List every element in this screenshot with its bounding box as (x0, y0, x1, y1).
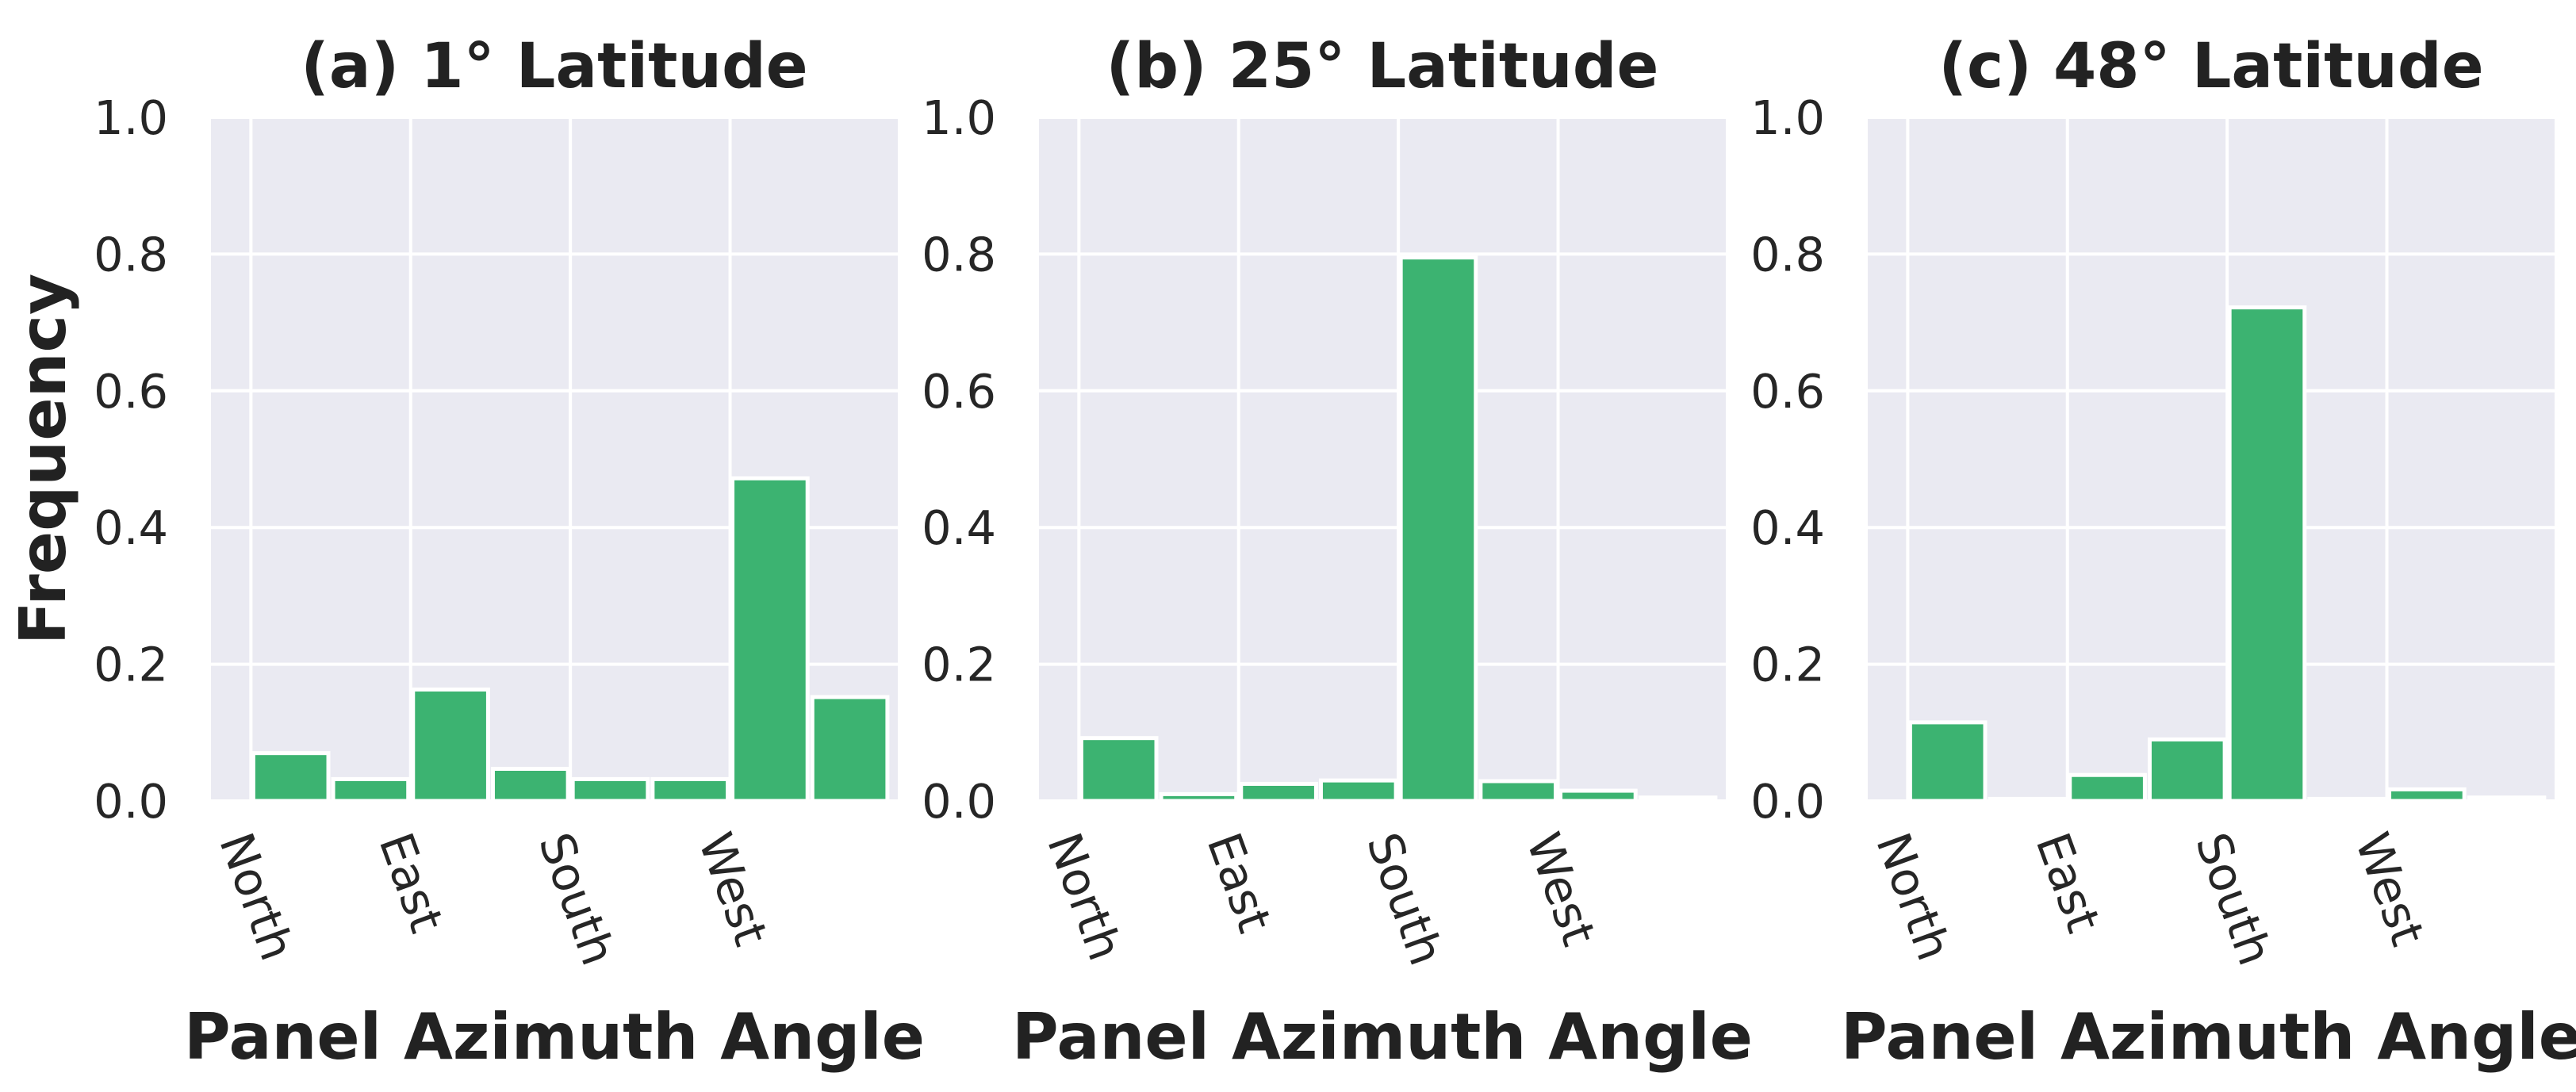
y-tick-label: 0.4 (922, 500, 996, 555)
x-tick-label: South (1356, 826, 1454, 972)
bar (1988, 796, 2068, 803)
x-tick-label: East (2026, 826, 2111, 939)
x-tick-label: East (1197, 826, 1282, 939)
bar (251, 751, 331, 803)
plot-background (1868, 117, 2555, 801)
x-tick-label: South (2185, 826, 2283, 972)
bar (2307, 796, 2387, 803)
bar (2147, 737, 2227, 803)
subplot-3: 0.0 0.2 0.4 0.6 0.8 1.0 North East South West (c) … (1750, 31, 2576, 1074)
y-tick-label: 0.8 (1750, 227, 1825, 282)
x-tick-label: North (209, 826, 305, 967)
bar (810, 695, 890, 803)
bar (1079, 736, 1159, 803)
subplot-title: (c) 48° Latitude (1938, 31, 2483, 102)
bar (1318, 778, 1398, 803)
subplot-2: 0.0 0.2 0.4 0.6 0.8 1.0 North East South West (b) … (922, 31, 1753, 1074)
bar (490, 766, 570, 803)
bar (1638, 795, 1718, 803)
bar (1478, 779, 1558, 803)
bar (2227, 305, 2307, 803)
y-tick-label: 0.8 (922, 227, 996, 282)
plot-background (1039, 117, 1726, 801)
bar (2068, 772, 2147, 803)
y-tick-label: 0.0 (922, 774, 996, 829)
bar (2467, 795, 2547, 803)
x-tick-label: North (1865, 826, 1961, 967)
x-tick-label: North (1037, 826, 1133, 967)
y-tick-label: 0.0 (94, 774, 168, 829)
x-axis-label: Panel Azimuth Angle (1841, 1000, 2576, 1074)
bar (411, 687, 490, 803)
y-tick-label: 0.4 (94, 500, 168, 555)
subplot-1: 0.0 0.2 0.4 0.6 0.8 1.0 North East South West (a) … (6, 31, 925, 1074)
y-axis-label: Frequency (6, 274, 80, 645)
bar (1907, 720, 1988, 803)
x-tick-label: West (688, 826, 778, 952)
y-tick-label: 0.8 (94, 227, 168, 282)
y-tick-label: 0.6 (922, 364, 996, 419)
bar (1239, 781, 1318, 803)
y-tick-label: 1.0 (1750, 90, 1825, 145)
y-tick-label: 0.4 (1750, 500, 1825, 555)
bar (331, 776, 411, 803)
x-axis-label: Panel Azimuth Angle (1012, 1000, 1753, 1074)
bar (2387, 787, 2467, 803)
bar (650, 776, 730, 803)
y-tick-label: 0.6 (94, 364, 168, 419)
y-tick-label: 0.0 (1750, 774, 1825, 829)
y-tick-label: 1.0 (94, 90, 168, 145)
bar (730, 476, 810, 803)
x-axis-label: Panel Azimuth Angle (184, 1000, 925, 1074)
x-tick-label: South (528, 826, 626, 972)
x-tick-label: West (1516, 826, 1606, 952)
x-tick-label: West (2344, 826, 2435, 952)
y-tick-label: 1.0 (922, 90, 996, 145)
bar (570, 776, 650, 803)
bar (1558, 788, 1638, 803)
subplot-title: (a) 1° Latitude (301, 31, 807, 102)
y-tick-label: 0.6 (1750, 364, 1825, 419)
y-tick-label: 0.2 (922, 638, 996, 692)
y-tick-label: 0.2 (94, 638, 168, 692)
subplot-title: (b) 25° Latitude (1106, 31, 1659, 102)
y-tick-label: 0.2 (1750, 638, 1825, 692)
bar (1159, 791, 1239, 803)
x-tick-label: East (369, 826, 454, 939)
bar (1398, 255, 1478, 803)
